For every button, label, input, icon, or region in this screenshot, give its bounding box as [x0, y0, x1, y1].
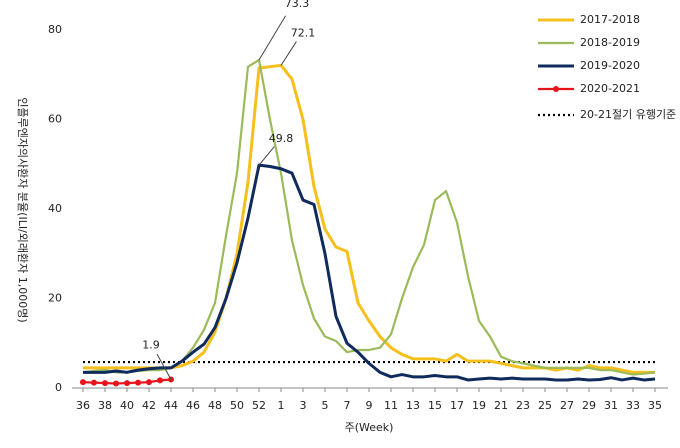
x-tick-label: 23 — [516, 399, 530, 412]
x-tick-label: 48 — [208, 399, 222, 412]
series-marker — [146, 379, 152, 386]
x-tick-label: 42 — [142, 399, 156, 412]
y-tick-label: 60 — [48, 113, 62, 126]
x-tick-label: 36 — [76, 399, 90, 412]
x-tick-label: 5 — [322, 399, 329, 412]
legend-label: 2018-2019 — [580, 36, 640, 49]
data-label: 73.3 — [285, 0, 310, 10]
series-marker — [124, 380, 130, 387]
series-line — [82, 58, 656, 376]
y-tick-label: 80 — [48, 23, 62, 36]
series-marker — [113, 380, 119, 387]
x-tick-label: 46 — [186, 399, 200, 412]
x-tick-label: 35 — [648, 399, 662, 412]
x-tick-label: 33 — [626, 399, 640, 412]
y-tick-label: 0 — [55, 381, 62, 394]
legend-label: 2019-2020 — [580, 59, 640, 72]
data-label: 72.1 — [291, 26, 316, 39]
x-tick-label: 44 — [164, 399, 178, 412]
series-marker — [157, 377, 163, 384]
series-marker — [135, 379, 141, 386]
label-leader — [258, 146, 275, 166]
legend-label: 2020-2021 — [580, 82, 640, 95]
label-leader — [280, 41, 297, 66]
data-label: 49.8 — [269, 132, 294, 145]
data-label: 1.9 — [142, 338, 160, 351]
series-marker — [102, 380, 108, 387]
series-marker — [80, 379, 86, 386]
y-tick-label: 40 — [48, 202, 62, 215]
label-leader — [258, 15, 287, 61]
y-axis-label: 인플루엔자의사환자 분율(ILI/외래환자 1,000명) — [16, 97, 29, 322]
legend-label: 2017-2018 — [580, 13, 640, 26]
x-tick-label: 3 — [300, 399, 307, 412]
y-tick-label: 20 — [48, 292, 62, 305]
x-tick-label: 50 — [230, 399, 244, 412]
x-tick-label: 21 — [494, 399, 508, 412]
x-tick-label: 1 — [278, 399, 285, 412]
label-leader — [156, 353, 172, 380]
x-tick-label: 40 — [120, 399, 134, 412]
x-tick-label: 15 — [428, 399, 442, 412]
legend-marker — [553, 86, 559, 92]
x-tick-label: 52 — [252, 399, 266, 412]
x-tick-label: 27 — [560, 399, 574, 412]
x-tick-label: 11 — [384, 399, 398, 412]
x-axis-label: 주(Week) — [345, 421, 394, 434]
series-line — [83, 63, 655, 374]
x-tick-label: 17 — [450, 399, 464, 412]
x-tick-label: 13 — [406, 399, 420, 412]
series-marker — [91, 379, 97, 386]
x-tick-label: 9 — [366, 399, 373, 412]
legend-label: 20-21절기 유행기준 — [580, 108, 676, 121]
x-tick-label: 19 — [472, 399, 486, 412]
series-line — [83, 163, 656, 382]
x-tick-label: 31 — [604, 399, 618, 412]
x-tick-label: 38 — [98, 399, 112, 412]
x-tick-label: 25 — [538, 399, 552, 412]
x-tick-label: 7 — [344, 399, 351, 412]
x-tick-label: 29 — [582, 399, 596, 412]
